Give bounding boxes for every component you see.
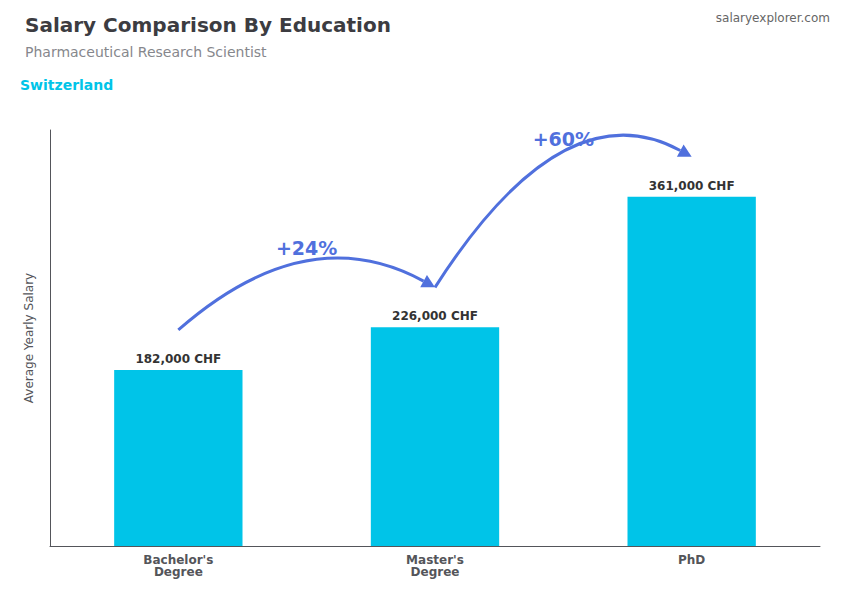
svg-text:Switzerland: Switzerland xyxy=(20,77,113,93)
svg-text:Degree: Degree xyxy=(154,565,203,579)
svg-text:Average Yearly Salary: Average Yearly Salary xyxy=(22,273,36,403)
svg-text:+60%: +60% xyxy=(533,128,594,150)
svg-text:361,000 CHF: 361,000 CHF xyxy=(649,179,735,193)
svg-text:Bachelor's: Bachelor's xyxy=(143,553,214,567)
svg-text:salaryexplorer.com: salaryexplorer.com xyxy=(716,11,830,25)
svg-text:PhD: PhD xyxy=(678,553,705,567)
svg-text:+24%: +24% xyxy=(276,237,337,259)
svg-text:226,000 CHF: 226,000 CHF xyxy=(392,309,478,323)
svg-text:Master's: Master's xyxy=(406,553,464,567)
svg-text:Salary Comparison By Education: Salary Comparison By Education xyxy=(25,13,391,37)
svg-text:Pharmaceutical Research Scient: Pharmaceutical Research Scientist xyxy=(25,44,267,60)
svg-text:182,000 CHF: 182,000 CHF xyxy=(135,352,221,366)
svg-text:Degree: Degree xyxy=(411,565,460,579)
